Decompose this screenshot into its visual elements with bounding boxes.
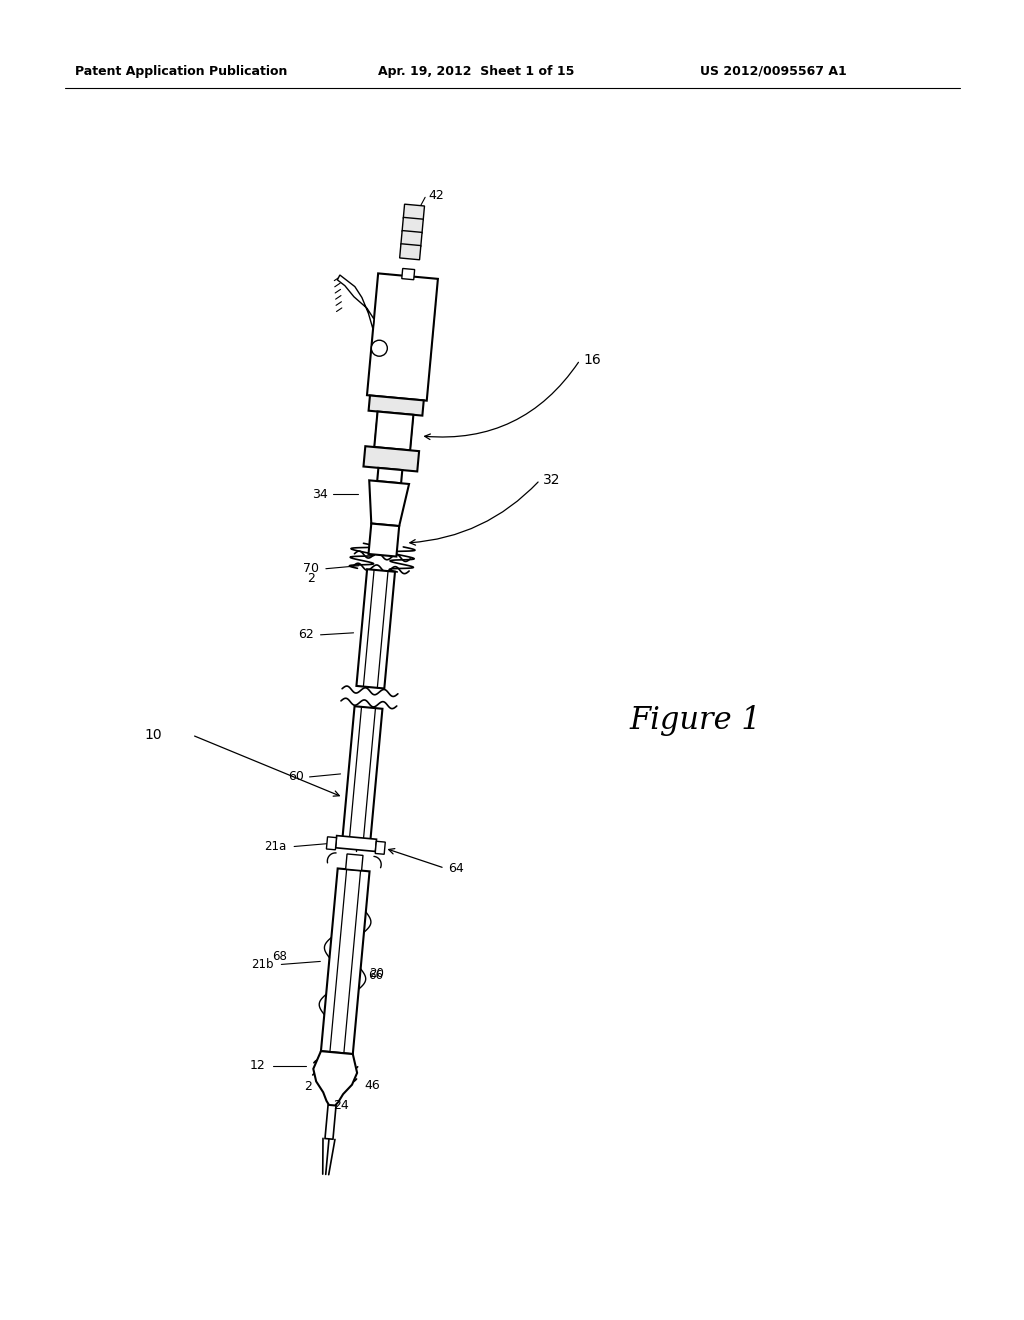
Text: Figure 1: Figure 1 (629, 705, 761, 735)
Polygon shape (369, 524, 399, 557)
Text: 42: 42 (428, 189, 443, 202)
Circle shape (372, 341, 387, 356)
Polygon shape (370, 480, 409, 527)
Polygon shape (369, 396, 424, 416)
Text: 16: 16 (583, 352, 601, 367)
Polygon shape (375, 841, 385, 854)
Polygon shape (336, 836, 377, 851)
Polygon shape (402, 218, 423, 234)
Polygon shape (346, 854, 362, 871)
Text: 21b: 21b (251, 958, 273, 972)
Text: 70: 70 (303, 562, 318, 576)
Text: 2: 2 (307, 573, 314, 585)
Polygon shape (377, 467, 402, 483)
Text: 20: 20 (370, 966, 384, 979)
Text: 21a: 21a (264, 840, 286, 853)
Polygon shape (325, 1105, 336, 1139)
Text: 24: 24 (334, 1100, 349, 1113)
Polygon shape (399, 244, 421, 260)
Text: 64: 64 (447, 862, 464, 875)
Polygon shape (375, 412, 414, 450)
Polygon shape (364, 446, 419, 471)
Text: 12: 12 (250, 1059, 265, 1072)
Polygon shape (313, 1051, 357, 1106)
Polygon shape (367, 273, 438, 401)
Polygon shape (321, 869, 370, 1055)
Polygon shape (401, 268, 415, 280)
Text: 34: 34 (312, 487, 328, 500)
Polygon shape (400, 231, 422, 247)
Text: 68: 68 (272, 950, 287, 964)
Text: US 2012/0095567 A1: US 2012/0095567 A1 (700, 65, 847, 78)
Polygon shape (342, 706, 382, 841)
Polygon shape (327, 837, 337, 850)
Text: 10: 10 (144, 729, 162, 742)
Text: Patent Application Publication: Patent Application Publication (75, 65, 288, 78)
Text: 46: 46 (364, 1078, 380, 1092)
Text: 2: 2 (304, 1080, 312, 1093)
Text: 60: 60 (288, 771, 303, 784)
Polygon shape (337, 275, 374, 329)
Text: 66: 66 (369, 969, 383, 982)
Text: 62: 62 (298, 628, 313, 642)
Text: 32: 32 (543, 473, 560, 487)
Text: Apr. 19, 2012  Sheet 1 of 15: Apr. 19, 2012 Sheet 1 of 15 (378, 65, 574, 78)
Polygon shape (403, 205, 425, 220)
Polygon shape (356, 569, 395, 689)
